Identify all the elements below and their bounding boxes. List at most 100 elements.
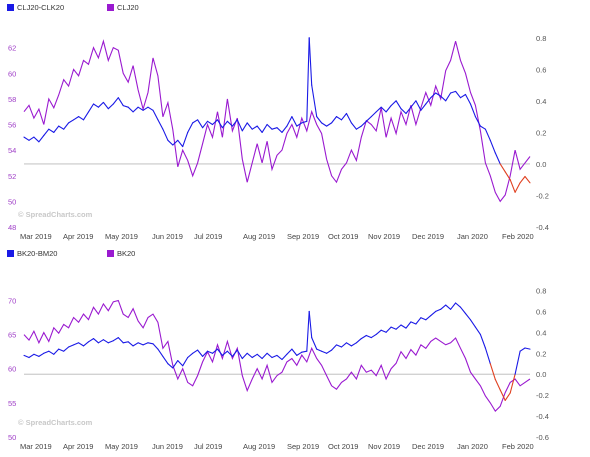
right-tick-label: -0.6: [536, 433, 549, 442]
spread-segment: [321, 122, 328, 127]
spread-segment: [102, 101, 109, 110]
left-tick-label: 48: [8, 223, 16, 232]
x-tick-label: Jun 2019: [152, 232, 183, 241]
spread-segment: [494, 378, 501, 391]
spread-segment: [177, 360, 184, 367]
x-tick-label: May 2019: [105, 442, 138, 451]
spread-segment: [167, 139, 174, 146]
spread-segment: [509, 373, 516, 394]
spread-segment: [435, 92, 442, 97]
spread-segment: [455, 90, 462, 99]
spread-segment: [464, 312, 472, 321]
spread-segment: [23, 354, 30, 359]
spread-segment: [474, 116, 481, 127]
spread-segment: [504, 392, 511, 401]
spread-segment: [53, 348, 60, 355]
legend-label: BK20-BM20: [17, 249, 57, 258]
right-tick-label: 0.2: [536, 128, 546, 137]
spread-segment: [306, 37, 310, 122]
spread-segment: [197, 119, 204, 129]
spread-segment: [97, 339, 104, 344]
x-tick-label: Feb 2020: [502, 232, 534, 241]
spread-segment: [425, 315, 432, 321]
spread-segment: [142, 106, 149, 111]
x-tick-label: Apr 2019: [63, 442, 93, 451]
price-series-line: [23, 39, 531, 203]
left-tick-label: 60: [8, 69, 16, 78]
spread-segment: [78, 342, 85, 347]
left-tick-label: 58: [8, 95, 16, 104]
spread-segment: [484, 128, 491, 141]
spread-segment: [345, 342, 352, 347]
spread-segment: [494, 152, 501, 165]
watermark: © SpreadCharts.com: [18, 418, 93, 427]
spread-segment: [38, 352, 45, 357]
spread-segment: [112, 337, 119, 342]
price-series-line: [23, 299, 531, 412]
spread-segment: [410, 100, 417, 108]
legend-swatch: [107, 250, 114, 257]
right-tick-label: -0.2: [536, 191, 549, 200]
spread-segment: [226, 120, 233, 127]
spread-segment: [157, 119, 164, 130]
spread-segment: [137, 342, 144, 346]
spread-segment: [137, 106, 144, 111]
spread-segment: [405, 321, 412, 329]
spread-segment: [335, 116, 343, 121]
spread-segment: [370, 333, 377, 339]
spread-segment: [157, 348, 164, 357]
spread-segment: [68, 119, 75, 124]
right-tick-label: 0.6: [536, 65, 546, 74]
spread-segment: [420, 317, 427, 321]
spread-segment: [97, 101, 104, 108]
spread-segment: [281, 353, 288, 361]
spread-segment: [187, 352, 194, 359]
spread-segment: [231, 349, 238, 357]
spread-segment: [53, 125, 60, 133]
spread-segment: [241, 122, 248, 132]
spread-segment: [122, 105, 129, 108]
right-tick-label: 0.0: [536, 160, 546, 169]
spread-segment: [464, 93, 472, 105]
spread-segment: [192, 349, 199, 354]
x-tick-label: Jan 2020: [457, 232, 488, 241]
spread-segment: [435, 308, 442, 312]
spread-segment: [92, 338, 99, 344]
spread-segment: [236, 349, 243, 360]
spread-segment: [92, 103, 99, 108]
spread-segment: [127, 106, 134, 113]
x-tick-label: Dec 2019: [412, 232, 444, 241]
spread-segment: [216, 348, 223, 356]
spread-segment: [335, 344, 343, 348]
spread-segment: [355, 338, 362, 344]
spread-segment: [197, 349, 204, 357]
spread-segment: [326, 122, 333, 127]
spread-segment: [241, 352, 248, 360]
spread-segment: [286, 116, 293, 127]
legend-label: CLJ20-CLK20: [17, 3, 64, 12]
spread-segment: [524, 175, 531, 184]
spread-segment: [127, 341, 134, 347]
spread-segment: [206, 350, 214, 354]
spread-segment: [147, 106, 154, 111]
x-tick-label: Sep 2019: [287, 232, 319, 241]
spread-segment: [489, 363, 496, 380]
spread-segment: [375, 329, 382, 335]
spread-segment: [246, 122, 253, 130]
spread-segment: [345, 112, 352, 124]
spread-segment: [440, 304, 447, 310]
spread-segment: [430, 92, 437, 99]
spread-segment: [380, 329, 387, 333]
spread-segment: [87, 338, 95, 343]
spread-segment: [445, 92, 452, 102]
spread-segment: [28, 136, 35, 141]
left-tick-label: 55: [8, 399, 16, 408]
spread-segment: [152, 109, 159, 121]
spread-segment: [308, 310, 313, 339]
spread-segment: [450, 302, 457, 310]
spread-segment: [459, 93, 467, 99]
x-tick-label: Jul 2019: [194, 232, 222, 241]
x-tick-label: Nov 2019: [368, 232, 400, 241]
x-tick-label: May 2019: [105, 232, 138, 241]
spread-segment: [420, 103, 427, 111]
